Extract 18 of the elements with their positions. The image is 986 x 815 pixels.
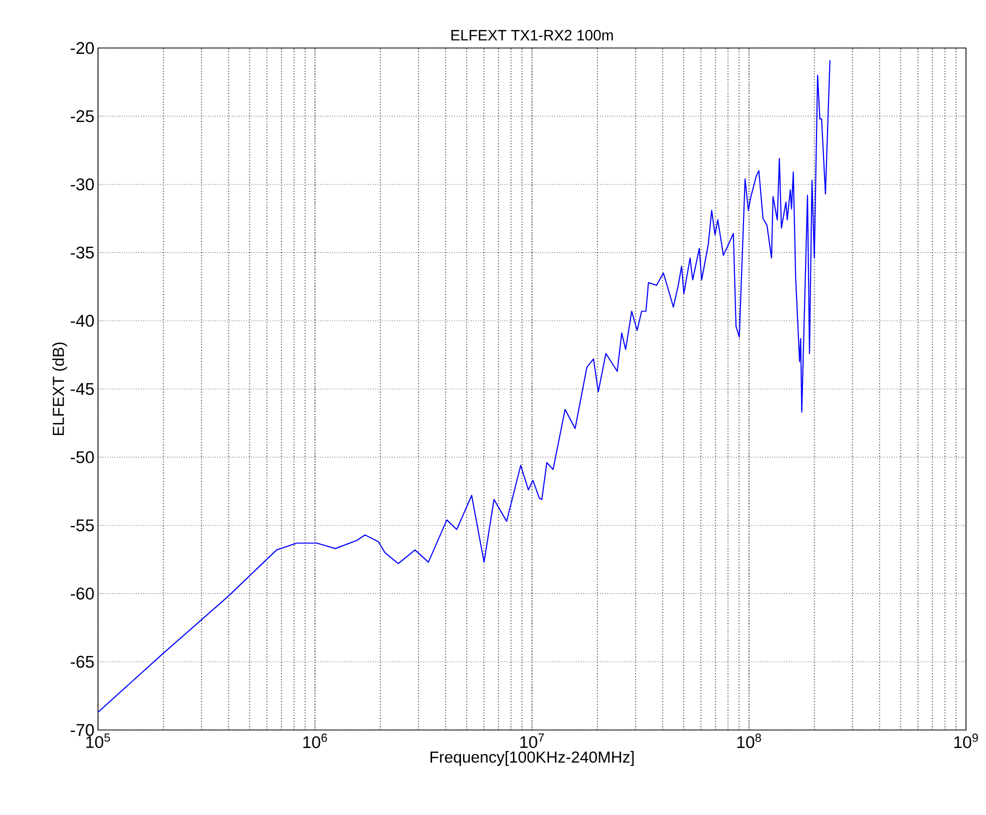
y-tick-label: -20: [70, 42, 94, 54]
chart-title: ELFEXT TX1-RX2 100m: [451, 30, 613, 40]
y-tick-label: -65: [70, 656, 94, 668]
x-tick-label: 10$^{8}$: [737, 734, 761, 748]
y-tick-label: -55: [70, 519, 94, 532]
x-tick-label: 10$^{6}$: [303, 734, 327, 748]
y-tick-label: -40: [70, 314, 94, 327]
y-tick-label: -60: [70, 588, 94, 600]
y-tick-label: -25: [70, 110, 94, 122]
y-tick-label: -35: [70, 246, 94, 259]
x-tick-label: 10$^{9}$: [954, 734, 978, 748]
x-axis-title: Frequency[100KHz-240MHz]: [430, 751, 634, 766]
x-tick-label: 10$^{7}$: [520, 734, 544, 748]
y-tick-label: -50: [70, 451, 94, 464]
y-tick-label: -45: [70, 383, 94, 395]
y-tick-label: -30: [70, 178, 94, 190]
y-tick-label: -70: [70, 724, 94, 736]
y-axis-title: ELFEXT (dB): [52, 342, 68, 436]
